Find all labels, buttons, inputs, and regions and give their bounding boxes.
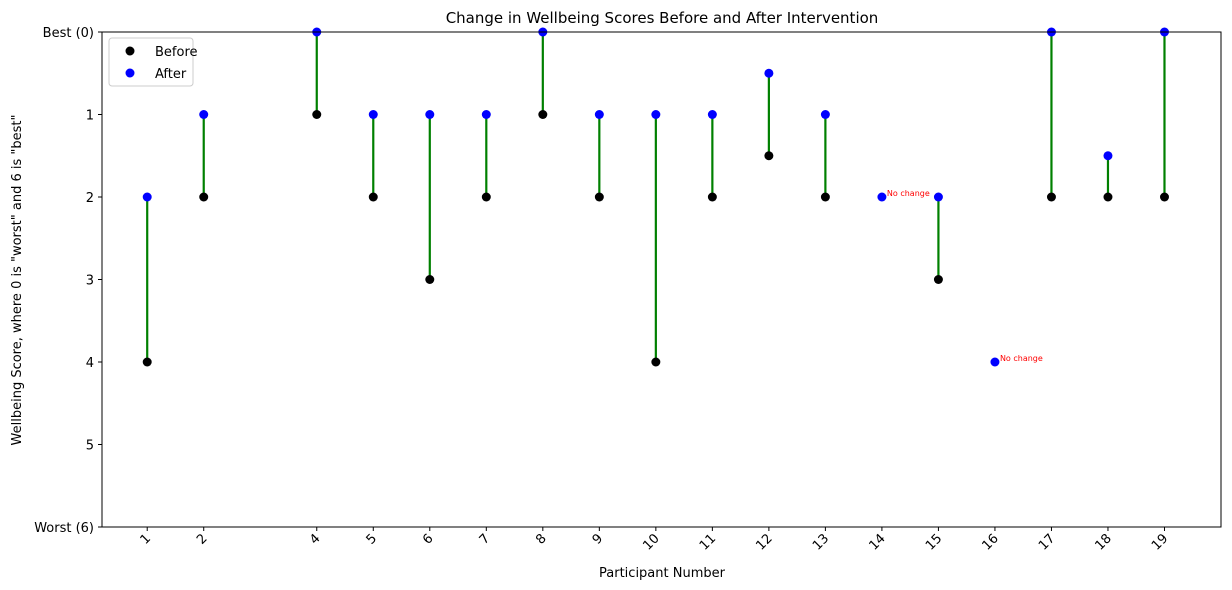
before-point [594, 192, 604, 202]
x-axis-label: Participant Number [599, 566, 726, 581]
plot-area: No change No change [142, 27, 1169, 367]
after-point [990, 357, 1000, 367]
before-point [1046, 192, 1056, 202]
after-point [425, 110, 435, 119]
legend-label: After [155, 67, 187, 82]
before-point [707, 192, 717, 202]
before-point [933, 275, 943, 284]
after-point [594, 110, 604, 119]
before-point [538, 110, 548, 119]
y-tick-label: Worst (6) [34, 521, 94, 536]
x-tick-label: 18 [1092, 531, 1114, 553]
x-tick-label: 9 [590, 531, 606, 547]
before-point [142, 357, 152, 367]
before-point [820, 192, 830, 202]
x-tick-label: 6 [420, 531, 436, 547]
before-point [1103, 192, 1113, 202]
legend-marker [125, 68, 135, 78]
x-tick-label: 2 [194, 531, 210, 547]
after-point [481, 110, 491, 119]
x-tick-label: 13 [810, 531, 832, 553]
after-point [368, 110, 378, 119]
y-tick-label: 4 [86, 356, 94, 371]
x-tick-label: 16 [979, 531, 1001, 553]
chart-title: Change in Wellbeing Scores Before and Af… [446, 9, 879, 27]
y-tick-label: 3 [86, 274, 94, 289]
after-point [199, 110, 209, 119]
x-tick-label: 15 [923, 531, 945, 553]
x-tick-label: 19 [1149, 531, 1171, 553]
after-point [764, 68, 774, 78]
x-tick-label: 7 [477, 531, 493, 547]
y-tick-label: 2 [86, 191, 94, 206]
y-tick-label: 1 [86, 109, 94, 124]
no-change-annotation: No change [1000, 354, 1043, 363]
x-tick-label: 12 [753, 531, 775, 553]
before-point [764, 151, 774, 161]
y-tick-label: Best (0) [43, 26, 94, 41]
x-tick-label: 4 [307, 531, 323, 547]
before-point [1159, 192, 1169, 202]
after-point [142, 192, 152, 202]
before-point [368, 192, 378, 202]
y-tick-label: 5 [86, 439, 94, 454]
before-point [651, 357, 661, 367]
after-point [707, 110, 717, 119]
after-point [933, 192, 943, 202]
before-point [481, 192, 491, 202]
after-point [820, 110, 830, 119]
before-point [199, 192, 209, 202]
x-tick-label: 14 [866, 531, 888, 553]
plot-frame [101, 31, 1222, 528]
legend: Before After [108, 37, 198, 87]
before-point [312, 110, 322, 119]
legend-marker [125, 46, 135, 56]
before-point [425, 275, 435, 284]
after-point [877, 192, 887, 202]
x-tick-label: 17 [1036, 531, 1058, 553]
y-axis-label: Wellbeing Score, where 0 is "worst" and … [10, 115, 25, 446]
after-point [651, 110, 661, 119]
y-axis-ticks: Best (0) 1 2 3 4 5 Worst (6) [34, 26, 102, 536]
after-point [1103, 151, 1113, 161]
legend-label: Before [155, 45, 198, 60]
x-tick-label: 1 [138, 531, 154, 547]
x-tick-label: 11 [697, 531, 719, 553]
no-change-annotation: No change [887, 189, 930, 198]
x-tick-label: 10 [640, 531, 662, 553]
x-tick-label: 5 [364, 531, 380, 547]
x-axis-ticks: 1 2 4 5 6 7 8 9 10 11 12 13 14 15 16 17 18 19 [138, 527, 1171, 554]
x-tick-label: 8 [533, 531, 549, 547]
